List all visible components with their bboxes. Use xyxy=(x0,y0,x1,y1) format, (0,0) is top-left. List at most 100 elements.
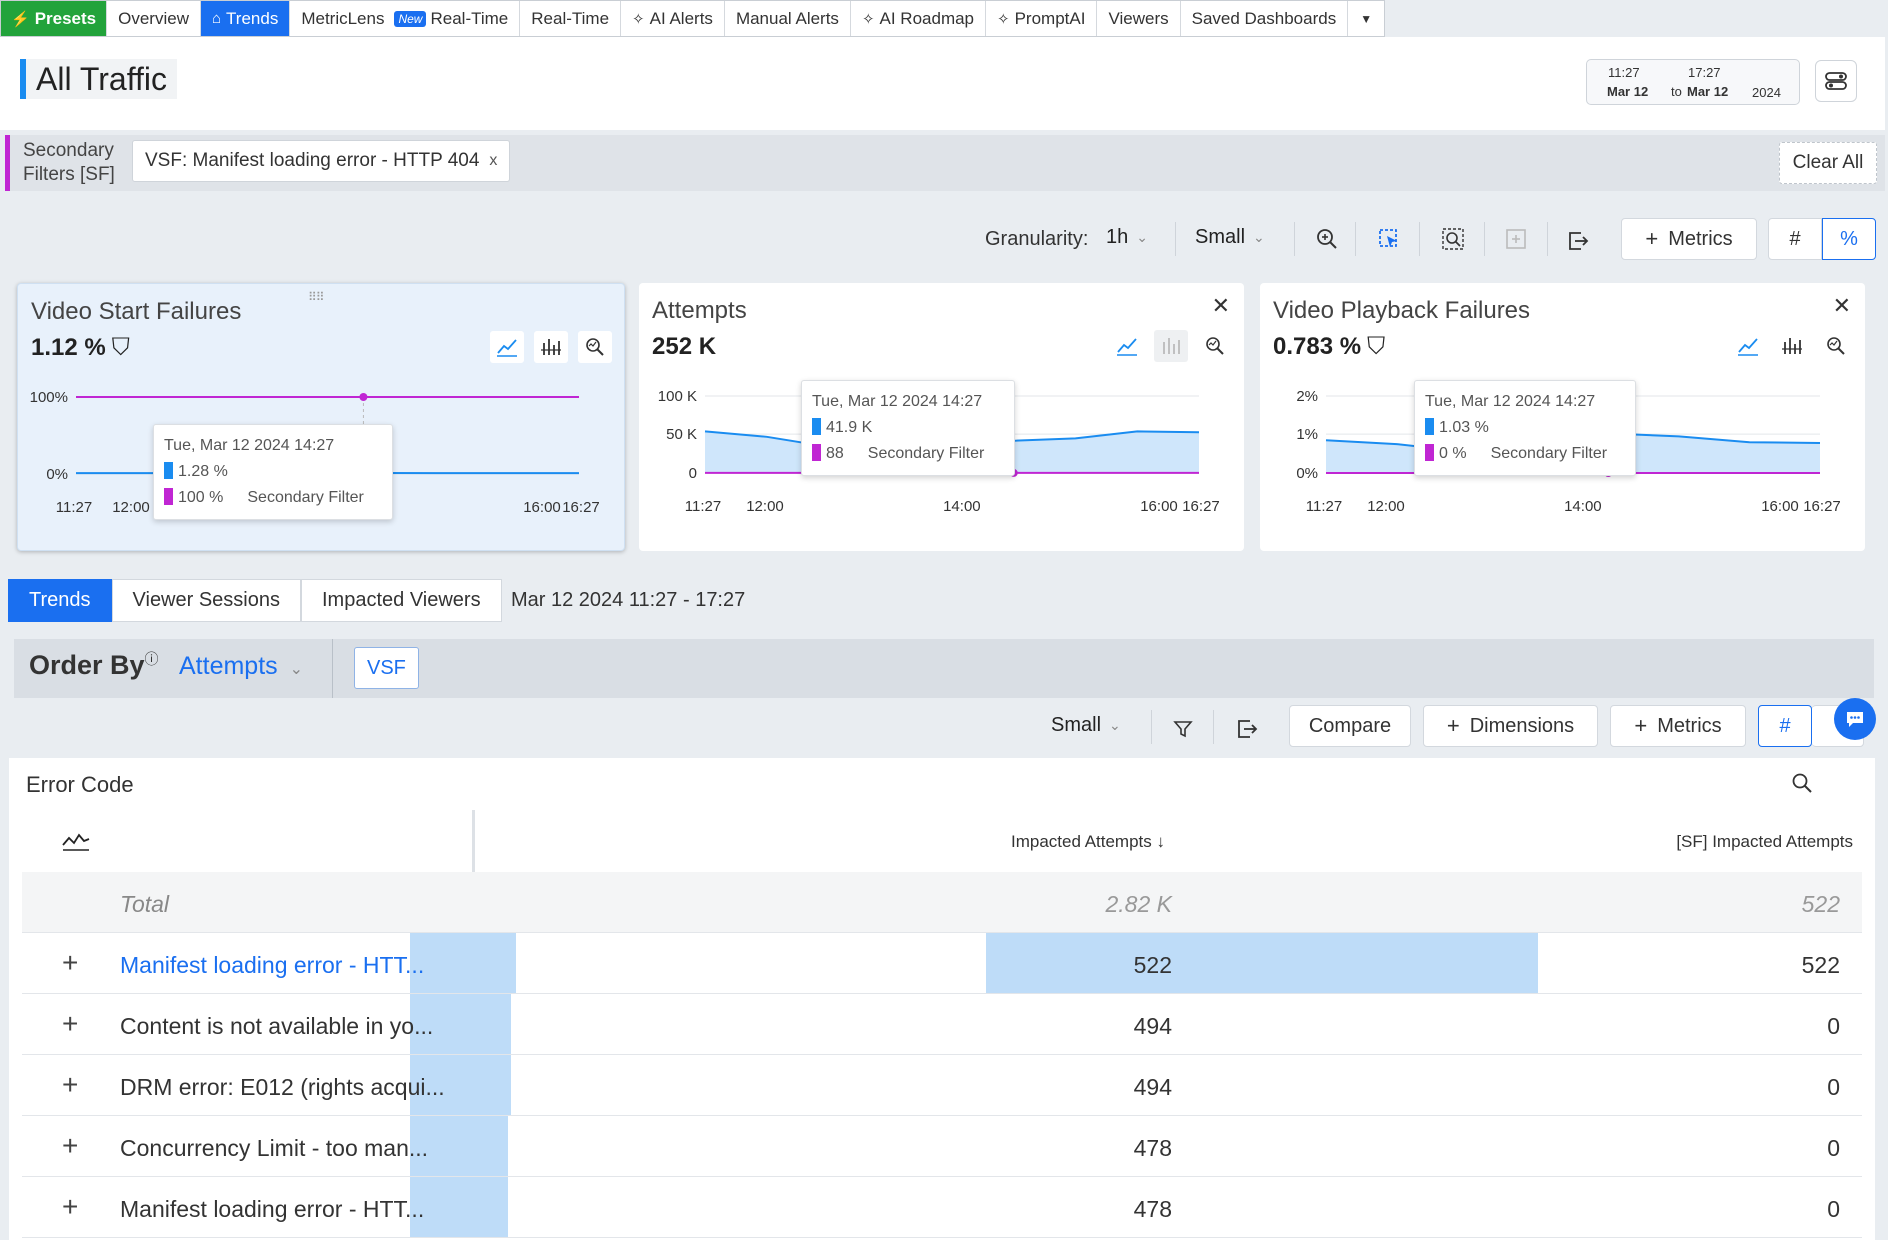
bar-chart-icon[interactable] xyxy=(1154,330,1188,362)
size-select[interactable]: Small ⌄ xyxy=(1195,226,1265,248)
percent-mode-button[interactable]: % xyxy=(1822,218,1876,260)
value-bar xyxy=(410,933,516,993)
plus-icon: + xyxy=(1634,713,1648,738)
tab-trends-view[interactable]: Trends xyxy=(8,579,112,622)
tab-trends[interactable]: ⌂ Trends xyxy=(200,1,291,36)
row-name[interactable]: Content is not available in yo... xyxy=(120,1013,434,1039)
table-row[interactable]: + Manifest loading error - HTT... 478 0 xyxy=(22,1177,1862,1238)
line-chart-icon[interactable] xyxy=(1110,330,1144,362)
zoom-in-icon[interactable] xyxy=(1312,224,1342,254)
divider xyxy=(1419,222,1420,256)
x-tick-label: 16:00 xyxy=(1140,498,1178,515)
export-icon[interactable] xyxy=(1232,714,1262,744)
tab-overview[interactable]: Overview xyxy=(107,1,201,36)
bolt-icon: ⚡ xyxy=(11,10,30,28)
filter-icon: ⛉ xyxy=(111,334,130,361)
add-annotation-icon[interactable] xyxy=(1501,224,1531,254)
drag-handle-icon[interactable]: ⠿⠿ xyxy=(308,290,325,304)
date-from-date: Mar 12 xyxy=(1607,84,1649,99)
filter-chip[interactable]: VSF: Manifest loading error - HTTP 404 x xyxy=(132,140,511,182)
expand-icon[interactable]: + xyxy=(62,1191,79,1222)
divider xyxy=(1294,222,1295,256)
select-area-icon[interactable] xyxy=(1374,224,1404,254)
order-by-select[interactable]: Attempts ⌄ xyxy=(179,652,304,680)
tab-realtime-new[interactable]: New Real-Time xyxy=(388,1,521,36)
line-chart-icon[interactable] xyxy=(1731,330,1765,362)
row-name[interactable]: Concurrency Limit - too man... xyxy=(120,1135,429,1161)
zoom-area-icon[interactable] xyxy=(1438,224,1468,254)
table-row[interactable]: + Content is not available in yo... 494 0 xyxy=(22,994,1862,1055)
x-tick-label: 12:00 xyxy=(746,498,784,515)
tab-saved-dashboards[interactable]: Saved Dashboards xyxy=(1181,1,1349,36)
tab-ai-alerts[interactable]: ✧ AI Alerts xyxy=(621,1,725,36)
table-size-select[interactable]: Small ⌄ xyxy=(1051,714,1121,736)
filter-icon: ⛉ xyxy=(1367,333,1386,360)
card-value: 1.12 % ⛉ xyxy=(31,334,130,361)
row-name[interactable]: DRM error: E012 (rights acqui... xyxy=(120,1074,445,1100)
date-to-date: Mar 12 xyxy=(1687,84,1729,99)
add-metrics-button[interactable]: + Metrics xyxy=(1621,218,1757,260)
nav-more-dropdown[interactable]: ▼ xyxy=(1348,1,1384,36)
table-count-mode-button[interactable]: # xyxy=(1758,705,1812,747)
tab-presets[interactable]: ⚡ Presets xyxy=(1,1,108,36)
tab-ai-roadmap[interactable]: ✧ AI Roadmap xyxy=(851,1,987,36)
granularity-select[interactable]: 1h ⌄ xyxy=(1106,226,1148,248)
filter-icon[interactable] xyxy=(1168,714,1198,744)
bar-chart-icon[interactable] xyxy=(1775,330,1809,362)
zoom-icon[interactable] xyxy=(1198,330,1232,362)
col-sf-impacted-attempts[interactable]: [SF] Impacted Attempts xyxy=(1676,832,1853,851)
search-icon[interactable] xyxy=(1791,772,1813,799)
metric-card-attempts[interactable]: ✕ Attempts 252 K 100 K 50 K 0 11:27 12:00 14:… xyxy=(639,283,1244,551)
compare-button[interactable]: Compare xyxy=(1289,705,1411,747)
sparkline-toggle-icon[interactable] xyxy=(61,830,91,857)
table-row[interactable]: + DRM error: E012 (rights acqui... 494 0 xyxy=(22,1055,1862,1116)
row-sf-value: 0 xyxy=(1827,1135,1840,1161)
secondary-swatch xyxy=(1425,444,1434,461)
chevron-down-icon: ⌄ xyxy=(1109,717,1121,733)
expand-icon[interactable]: + xyxy=(62,947,79,978)
tab-viewers[interactable]: Viewers xyxy=(1097,1,1181,36)
count-mode-button[interactable]: # xyxy=(1768,218,1822,260)
col-impacted-attempts[interactable]: Impacted Attempts ↓ xyxy=(1010,832,1165,851)
clear-all-button[interactable]: Clear All xyxy=(1779,142,1877,184)
date-range-picker[interactable]: 11:27 Mar 12 to 17:27 Mar 12 2024 xyxy=(1586,59,1800,105)
y-tick-label: 1% xyxy=(1296,426,1318,443)
x-tick-label: 11:27 xyxy=(1306,498,1342,515)
info-icon[interactable]: ⓘ xyxy=(144,651,159,667)
settings-toggle-button[interactable] xyxy=(1815,60,1857,102)
row-value: 494 xyxy=(1133,1013,1172,1039)
tab-promptai[interactable]: ✧ PromptAI xyxy=(986,1,1098,36)
bar-chart-icon[interactable] xyxy=(534,331,568,363)
export-icon[interactable] xyxy=(1563,226,1593,256)
y-tick-label: 100% xyxy=(30,389,68,406)
vsf-chip[interactable]: VSF xyxy=(354,647,419,689)
expand-icon[interactable]: + xyxy=(62,1130,79,1161)
divider xyxy=(1355,222,1356,256)
expand-icon[interactable]: + xyxy=(62,1069,79,1100)
table-row[interactable]: + Manifest loading error - HTT... 522 522 xyxy=(22,933,1862,994)
expand-icon[interactable]: + xyxy=(62,1008,79,1039)
metric-card-video-playback-failures[interactable]: ✕ Video Playback Failures 0.783 % ⛉ 2% 1% 0… xyxy=(1260,283,1865,551)
chat-button[interactable] xyxy=(1834,698,1876,740)
close-icon[interactable]: x xyxy=(489,152,498,169)
table-row[interactable]: + Concurrency Limit - too man... 478 0 xyxy=(22,1116,1862,1177)
zoom-icon[interactable] xyxy=(578,331,612,363)
metric-card-video-start-failures[interactable]: ⠿⠿ Video Start Failures 1.12 % ⛉ 100% 0% 11… xyxy=(17,283,625,551)
add-dimensions-button[interactable]: + Dimensions xyxy=(1423,705,1598,747)
x-tick-label: 12:00 xyxy=(1367,498,1405,515)
tab-realtime[interactable]: Real-Time xyxy=(520,1,622,36)
column-divider[interactable] xyxy=(472,810,475,872)
row-name[interactable]: Manifest loading error - HTT... xyxy=(120,1196,425,1222)
page-header: All Traffic 11:27 Mar 12 to 17:27 Mar 12… xyxy=(0,37,1885,130)
add-table-metrics-button[interactable]: + Metrics xyxy=(1610,705,1746,747)
line-chart-icon[interactable] xyxy=(490,331,524,363)
row-name[interactable]: Manifest loading error - HTT... xyxy=(120,952,425,978)
tab-viewer-sessions[interactable]: Viewer Sessions xyxy=(111,579,301,622)
row-sf-value: 0 xyxy=(1827,1196,1840,1222)
close-icon[interactable]: ✕ xyxy=(1832,293,1851,318)
close-icon[interactable]: ✕ xyxy=(1211,293,1230,318)
tab-metriclens[interactable]: MetricLens xyxy=(301,8,385,28)
zoom-icon[interactable] xyxy=(1819,330,1853,362)
tab-manual-alerts[interactable]: Manual Alerts xyxy=(725,1,851,36)
tab-impacted-viewers[interactable]: Impacted Viewers xyxy=(301,579,502,622)
